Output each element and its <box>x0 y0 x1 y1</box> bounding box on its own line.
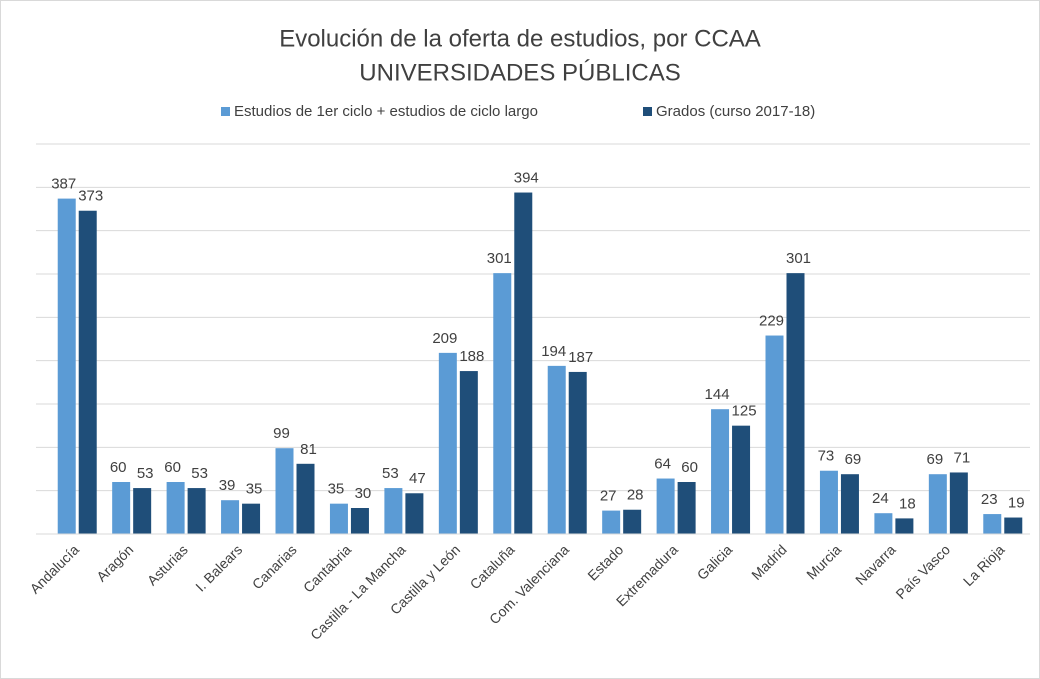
data-label: 53 <box>191 465 208 482</box>
bar <box>493 273 512 534</box>
bar <box>459 371 478 534</box>
bar <box>677 482 696 534</box>
legend-swatch <box>221 107 230 116</box>
bar <box>133 488 152 534</box>
data-label: 229 <box>759 313 784 330</box>
bar <box>786 273 805 534</box>
data-label: 387 <box>51 176 76 193</box>
data-label: 125 <box>732 403 757 420</box>
data-label: 60 <box>110 459 127 476</box>
legend-label: Grados (curso 2017-18) <box>656 103 815 120</box>
chart-subtitle: UNIVERSIDADES PÚBLICAS <box>359 59 680 86</box>
data-label: 28 <box>627 487 644 504</box>
bar <box>166 482 185 534</box>
bar <box>514 192 533 535</box>
data-label: 23 <box>981 491 998 508</box>
bar <box>350 508 369 534</box>
bar <box>1004 517 1023 534</box>
data-label: 27 <box>600 488 617 505</box>
legend-label: Estudios de 1er ciclo + estudios de cicl… <box>234 103 538 120</box>
bar <box>840 474 859 534</box>
bar <box>623 509 642 534</box>
bar <box>384 488 403 534</box>
bar <box>275 448 294 534</box>
data-label: 99 <box>273 425 290 442</box>
bar <box>983 514 1002 534</box>
data-label: 209 <box>432 330 457 347</box>
data-label: 187 <box>568 349 593 366</box>
bar <box>78 210 97 534</box>
bar <box>57 198 76 534</box>
data-label: 394 <box>514 170 539 187</box>
data-label: 53 <box>382 465 399 482</box>
data-label: 373 <box>78 188 103 205</box>
data-label: 64 <box>654 456 671 473</box>
bar <box>112 482 131 534</box>
bar <box>928 474 947 534</box>
data-label: 73 <box>818 448 835 465</box>
bar <box>656 478 675 534</box>
data-label: 19 <box>1008 495 1025 512</box>
legend-swatch <box>643 107 652 116</box>
bar <box>221 500 240 534</box>
bar <box>732 425 751 534</box>
bar <box>438 352 457 534</box>
data-label: 301 <box>487 250 512 267</box>
bar <box>296 463 315 534</box>
bar <box>874 513 893 534</box>
data-label: 301 <box>786 250 811 267</box>
bar <box>765 335 784 534</box>
data-label: 60 <box>164 459 181 476</box>
data-label: 144 <box>705 386 730 403</box>
data-label: 194 <box>541 343 566 360</box>
bar <box>187 488 206 534</box>
data-label: 24 <box>872 490 889 507</box>
data-label: 71 <box>953 449 970 466</box>
bar <box>547 365 566 534</box>
bar <box>819 470 838 534</box>
bar <box>895 518 914 534</box>
data-label: 39 <box>219 477 236 494</box>
data-label: 69 <box>845 451 862 468</box>
bar <box>949 472 968 534</box>
bar <box>242 503 261 534</box>
data-label: 47 <box>409 470 426 487</box>
bar <box>329 503 348 534</box>
chart-title: Evolución de la oferta de estudios, por … <box>279 25 761 52</box>
bar <box>602 510 621 534</box>
data-label: 60 <box>681 459 698 476</box>
data-label: 18 <box>899 495 916 512</box>
data-label: 188 <box>459 348 484 365</box>
bar <box>568 371 587 534</box>
bar <box>405 493 424 534</box>
data-label: 53 <box>137 465 154 482</box>
data-label: 69 <box>926 451 943 468</box>
bar <box>711 409 730 534</box>
data-label: 35 <box>246 481 263 498</box>
data-label: 30 <box>355 485 372 502</box>
data-label: 35 <box>328 481 345 498</box>
data-label: 81 <box>300 441 317 458</box>
